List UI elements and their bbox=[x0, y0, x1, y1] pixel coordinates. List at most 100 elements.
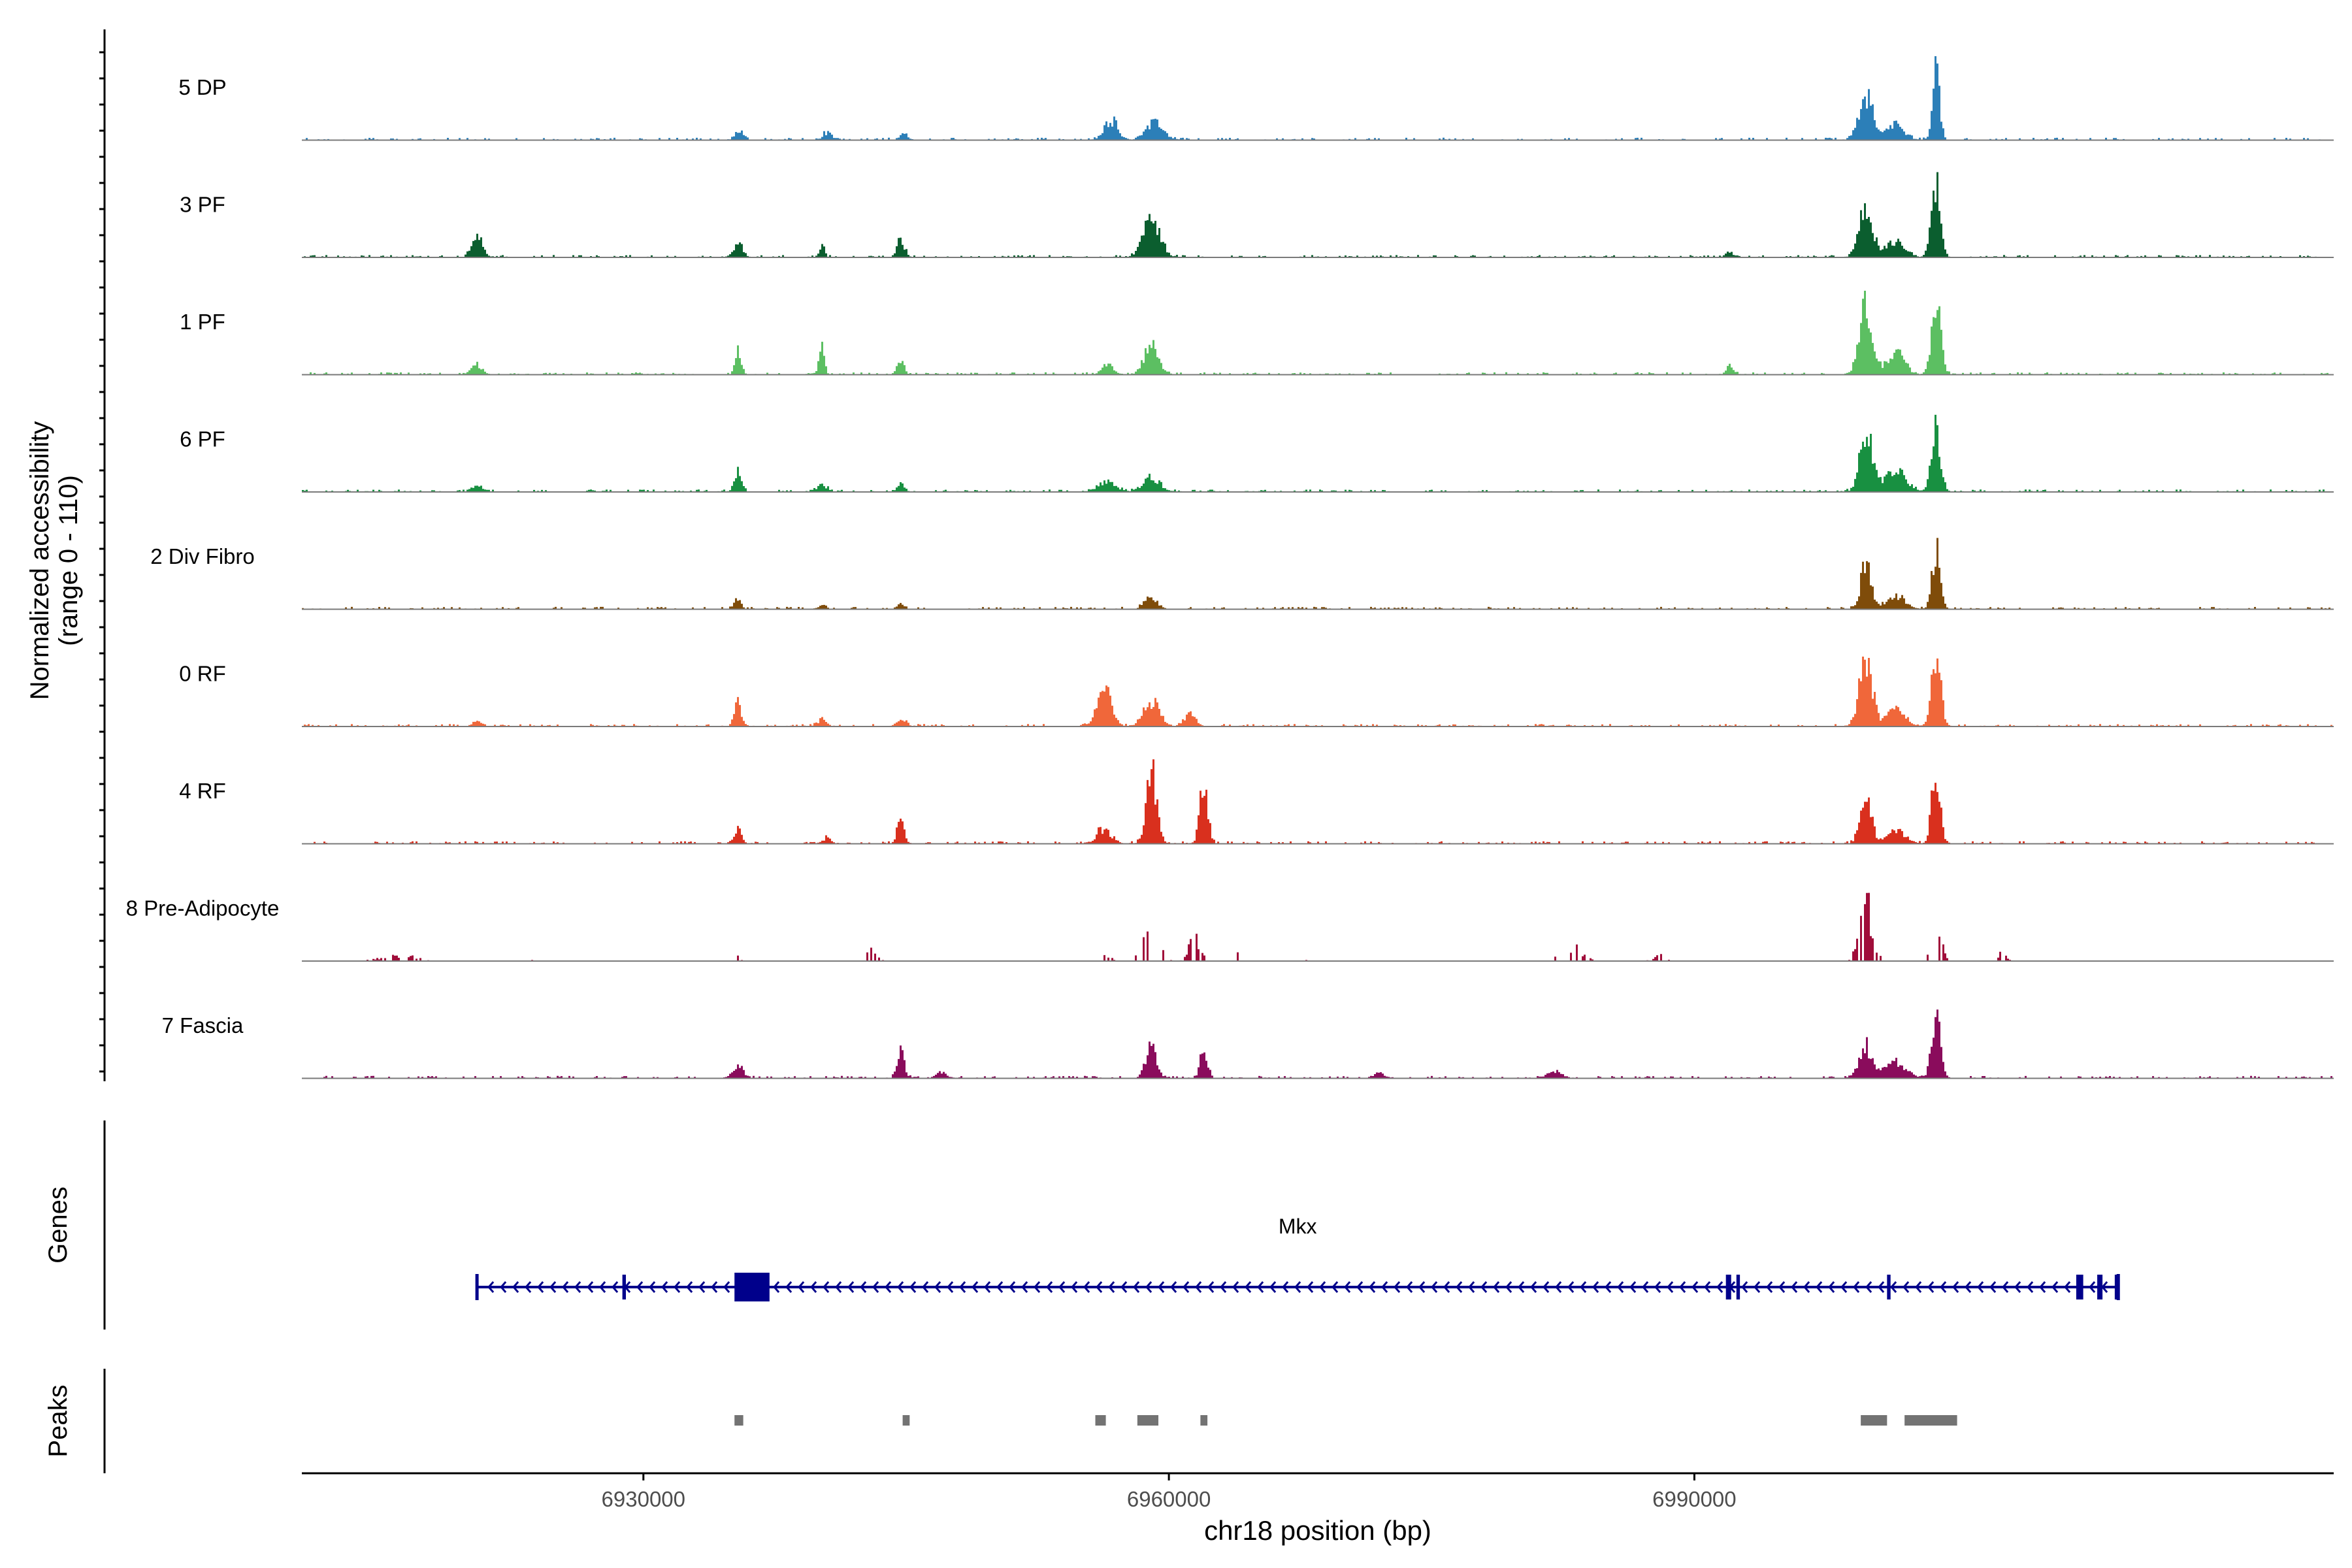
strand-arrow bbox=[1232, 1281, 1239, 1293]
track-label: 0 RF bbox=[179, 662, 226, 686]
peak-regions bbox=[734, 1415, 1957, 1426]
strand-arrow bbox=[810, 1281, 817, 1293]
track-8-pre-adipocyte bbox=[302, 892, 2334, 962]
coverage-area bbox=[302, 538, 2330, 610]
strand-arrow bbox=[835, 1281, 842, 1293]
gene-model-mkx bbox=[475, 1273, 2120, 1301]
strand-arrow bbox=[1058, 1281, 1066, 1293]
track-5-dp bbox=[302, 56, 2334, 141]
strand-arrow bbox=[1778, 1281, 1786, 1293]
gene-exon bbox=[734, 1273, 770, 1301]
strand-arrow bbox=[1555, 1281, 1562, 1293]
strand-arrow bbox=[823, 1281, 830, 1293]
strand-arrow bbox=[1803, 1281, 1810, 1293]
strand-arrow bbox=[1319, 1281, 1326, 1293]
strand-arrow bbox=[1890, 1281, 1897, 1293]
strand-arrow bbox=[1344, 1281, 1351, 1293]
strand-arrow bbox=[1741, 1281, 1748, 1293]
strand-arrow bbox=[500, 1281, 507, 1293]
strand-arrow bbox=[512, 1281, 519, 1293]
strand-arrow bbox=[947, 1281, 954, 1293]
strand-arrow bbox=[1592, 1281, 1599, 1293]
peak-region bbox=[1861, 1415, 1887, 1426]
strand-arrow bbox=[549, 1281, 557, 1293]
strand-arrow bbox=[636, 1281, 644, 1293]
gene-exon bbox=[1736, 1275, 1740, 1299]
strand-arrow bbox=[909, 1281, 917, 1293]
coverage-area bbox=[310, 291, 2330, 375]
strand-arrow bbox=[1965, 1281, 1972, 1293]
strand-arrow bbox=[2039, 1281, 2046, 1293]
strand-arrow bbox=[1294, 1281, 1301, 1293]
strand-arrow bbox=[1865, 1281, 1872, 1293]
strand-arrow bbox=[525, 1281, 532, 1293]
strand-arrow bbox=[2014, 1281, 2021, 1293]
strand-arrow bbox=[1816, 1281, 1823, 1293]
coverage-area bbox=[304, 56, 2327, 140]
strand-arrow bbox=[1170, 1281, 1177, 1293]
strand-arrow bbox=[1605, 1281, 1612, 1293]
track-label: 6 PF bbox=[180, 427, 225, 451]
coverage-panel bbox=[302, 56, 2334, 1079]
strand-arrow bbox=[860, 1281, 867, 1293]
strand-arrow bbox=[847, 1281, 855, 1293]
strand-arrow bbox=[686, 1281, 693, 1293]
track-label: 4 RF bbox=[179, 779, 226, 803]
coverage-area bbox=[302, 657, 2332, 727]
strand-arrow bbox=[2027, 1281, 2034, 1293]
strand-arrow bbox=[984, 1281, 991, 1293]
strand-arrow bbox=[1245, 1281, 1252, 1293]
track-label: 2 Div Fibro bbox=[150, 544, 255, 568]
gene-exon bbox=[1887, 1275, 1891, 1299]
track-2-div-fibro bbox=[302, 538, 2334, 610]
strand-arrow bbox=[1220, 1281, 1227, 1293]
strand-arrow bbox=[1443, 1281, 1450, 1293]
y-axis-title-line2: (range 0 - 110) bbox=[54, 475, 83, 646]
gene-exon bbox=[1725, 1275, 1731, 1299]
strand-arrow bbox=[599, 1281, 606, 1293]
strand-arrow bbox=[1828, 1281, 1835, 1293]
peak-region bbox=[734, 1415, 743, 1426]
strand-arrow bbox=[1505, 1281, 1512, 1293]
strand-arrow bbox=[1480, 1281, 1488, 1293]
strand-arrow bbox=[1381, 1281, 1388, 1293]
strand-arrow bbox=[1716, 1281, 1723, 1293]
strand-arrow bbox=[1207, 1281, 1215, 1293]
strand-arrow bbox=[1282, 1281, 1289, 1293]
strand-arrow bbox=[934, 1281, 941, 1293]
strand-arrow bbox=[773, 1281, 780, 1293]
x-axis-title: chr18 position (bp) bbox=[1204, 1515, 1431, 1546]
strand-arrow bbox=[1269, 1281, 1277, 1293]
coverage-area bbox=[367, 892, 2011, 961]
strand-arrow bbox=[1642, 1281, 1649, 1293]
strand-arrow bbox=[1754, 1281, 1761, 1293]
strand-arrow bbox=[1456, 1281, 1463, 1293]
strand-arrow bbox=[1840, 1281, 1848, 1293]
strand-arrow bbox=[959, 1281, 966, 1293]
strand-arrow bbox=[1704, 1281, 1711, 1293]
strand-arrow bbox=[562, 1281, 569, 1293]
strand-arrow bbox=[1915, 1281, 1922, 1293]
track-1-pf bbox=[302, 291, 2334, 376]
strand-arrow bbox=[1543, 1281, 1550, 1293]
strand-arrow bbox=[1989, 1281, 1997, 1293]
track-6-pf bbox=[302, 414, 2334, 493]
strand-arrow bbox=[1183, 1281, 1190, 1293]
strand-arrow bbox=[1617, 1281, 1624, 1293]
strand-arrow bbox=[711, 1281, 718, 1293]
strand-arrow bbox=[1369, 1281, 1376, 1293]
strand-arrow bbox=[1679, 1281, 1686, 1293]
track-3-pf bbox=[302, 172, 2334, 258]
track-7-fascia bbox=[302, 1009, 2334, 1079]
strand-arrow bbox=[1853, 1281, 1860, 1293]
genes-track-label: Genes bbox=[44, 1186, 73, 1264]
peak-region bbox=[1904, 1415, 1957, 1426]
strand-arrow bbox=[1009, 1281, 1016, 1293]
strand-arrow bbox=[1766, 1281, 1773, 1293]
track-0-rf bbox=[302, 657, 2334, 727]
track-4-rf bbox=[302, 759, 2334, 845]
coverage-area bbox=[304, 172, 2330, 257]
strand-arrow bbox=[1791, 1281, 1798, 1293]
gene-exon bbox=[622, 1275, 626, 1299]
